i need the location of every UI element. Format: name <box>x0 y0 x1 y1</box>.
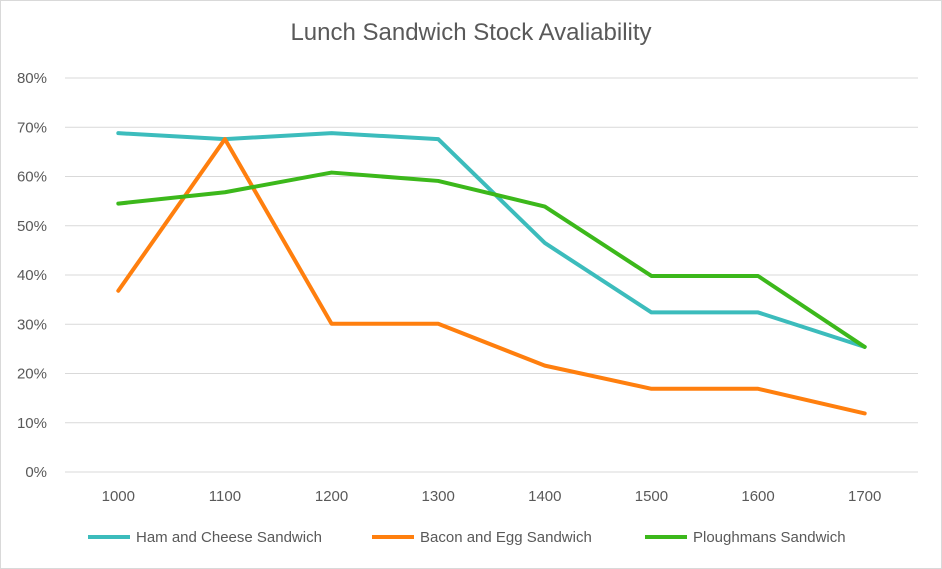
y-tick-label: 20% <box>17 366 47 383</box>
legend-label: Ham and Cheese Sandwich <box>136 529 322 546</box>
series-line <box>116 137 867 416</box>
y-tick-label: 10% <box>17 415 47 432</box>
y-tick-label: 0% <box>25 464 47 481</box>
x-axis-ticks: 1000 1100 1200 1300 1400 1500 1600 1700 <box>102 488 882 505</box>
x-tick-label: 1600 <box>741 488 774 505</box>
y-tick-label: 60% <box>17 169 47 186</box>
x-tick-label: 1700 <box>848 488 881 505</box>
y-tick-label: 50% <box>17 218 47 235</box>
series-line <box>116 131 867 349</box>
x-tick-label: 1400 <box>528 488 561 505</box>
x-tick-label: 1200 <box>315 488 348 505</box>
gridlines <box>65 77 918 473</box>
x-tick-label: 1000 <box>102 488 135 505</box>
chart-title: Lunch Sandwich Stock Avaliability <box>290 19 652 46</box>
x-tick-label: 1300 <box>422 488 455 505</box>
y-tick-label: 70% <box>17 119 47 136</box>
y-tick-label: 40% <box>17 267 47 284</box>
legend-label: Ploughmans Sandwich <box>693 529 846 546</box>
legend: Ham and Cheese Sandwich Bacon and Egg San… <box>88 529 846 546</box>
x-tick-label: 1100 <box>209 488 241 505</box>
y-axis-ticks: 0% 10% 20% 30% 40% 50% 60% 70% 80% <box>17 70 47 481</box>
y-tick-label: 30% <box>17 316 47 333</box>
series-line <box>116 170 867 349</box>
legend-label: Bacon and Egg Sandwich <box>420 529 592 546</box>
x-tick-label: 1500 <box>635 488 668 505</box>
y-tick-label: 80% <box>17 70 47 87</box>
series-lines <box>116 131 867 416</box>
